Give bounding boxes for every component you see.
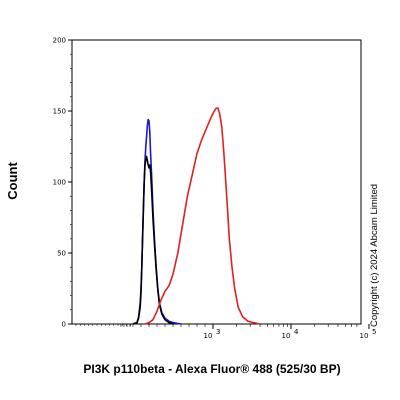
x-tick-label-1: 10 [282, 332, 291, 340]
series-line-1 [132, 155, 174, 325]
x-tick-exponent-2: 5 [372, 328, 376, 336]
x-axis: 10 3 10 4 10 5 [75, 324, 376, 340]
series-line-2 [144, 107, 261, 325]
y-tick-label-2: 100 [53, 179, 66, 187]
y-tick-label-3: 150 [53, 108, 66, 116]
x-axis-title: PI3K p110beta - Alexa Fluor® 488 (525/30… [83, 362, 340, 376]
plot-border [71, 39, 362, 325]
y-tick-label-0: 0 [62, 321, 66, 329]
x-tick-label-2: 10 [360, 332, 369, 340]
series-layer [132, 107, 261, 325]
x-tick-exponent-0: 3 [216, 328, 220, 336]
y-tick-label-4: 200 [53, 37, 66, 45]
x-tick-exponent-1: 4 [294, 328, 299, 336]
x-tick-label-0: 10 [204, 332, 213, 340]
plot-frame [71, 39, 362, 325]
y-tick-label-1: 50 [57, 250, 66, 258]
copyright-annotation: Copyright (c) 2024 Abcam Limited [369, 184, 380, 327]
y-axis-title: Count [5, 162, 20, 200]
y-axis: 0 50 100 150 200 [53, 37, 72, 329]
